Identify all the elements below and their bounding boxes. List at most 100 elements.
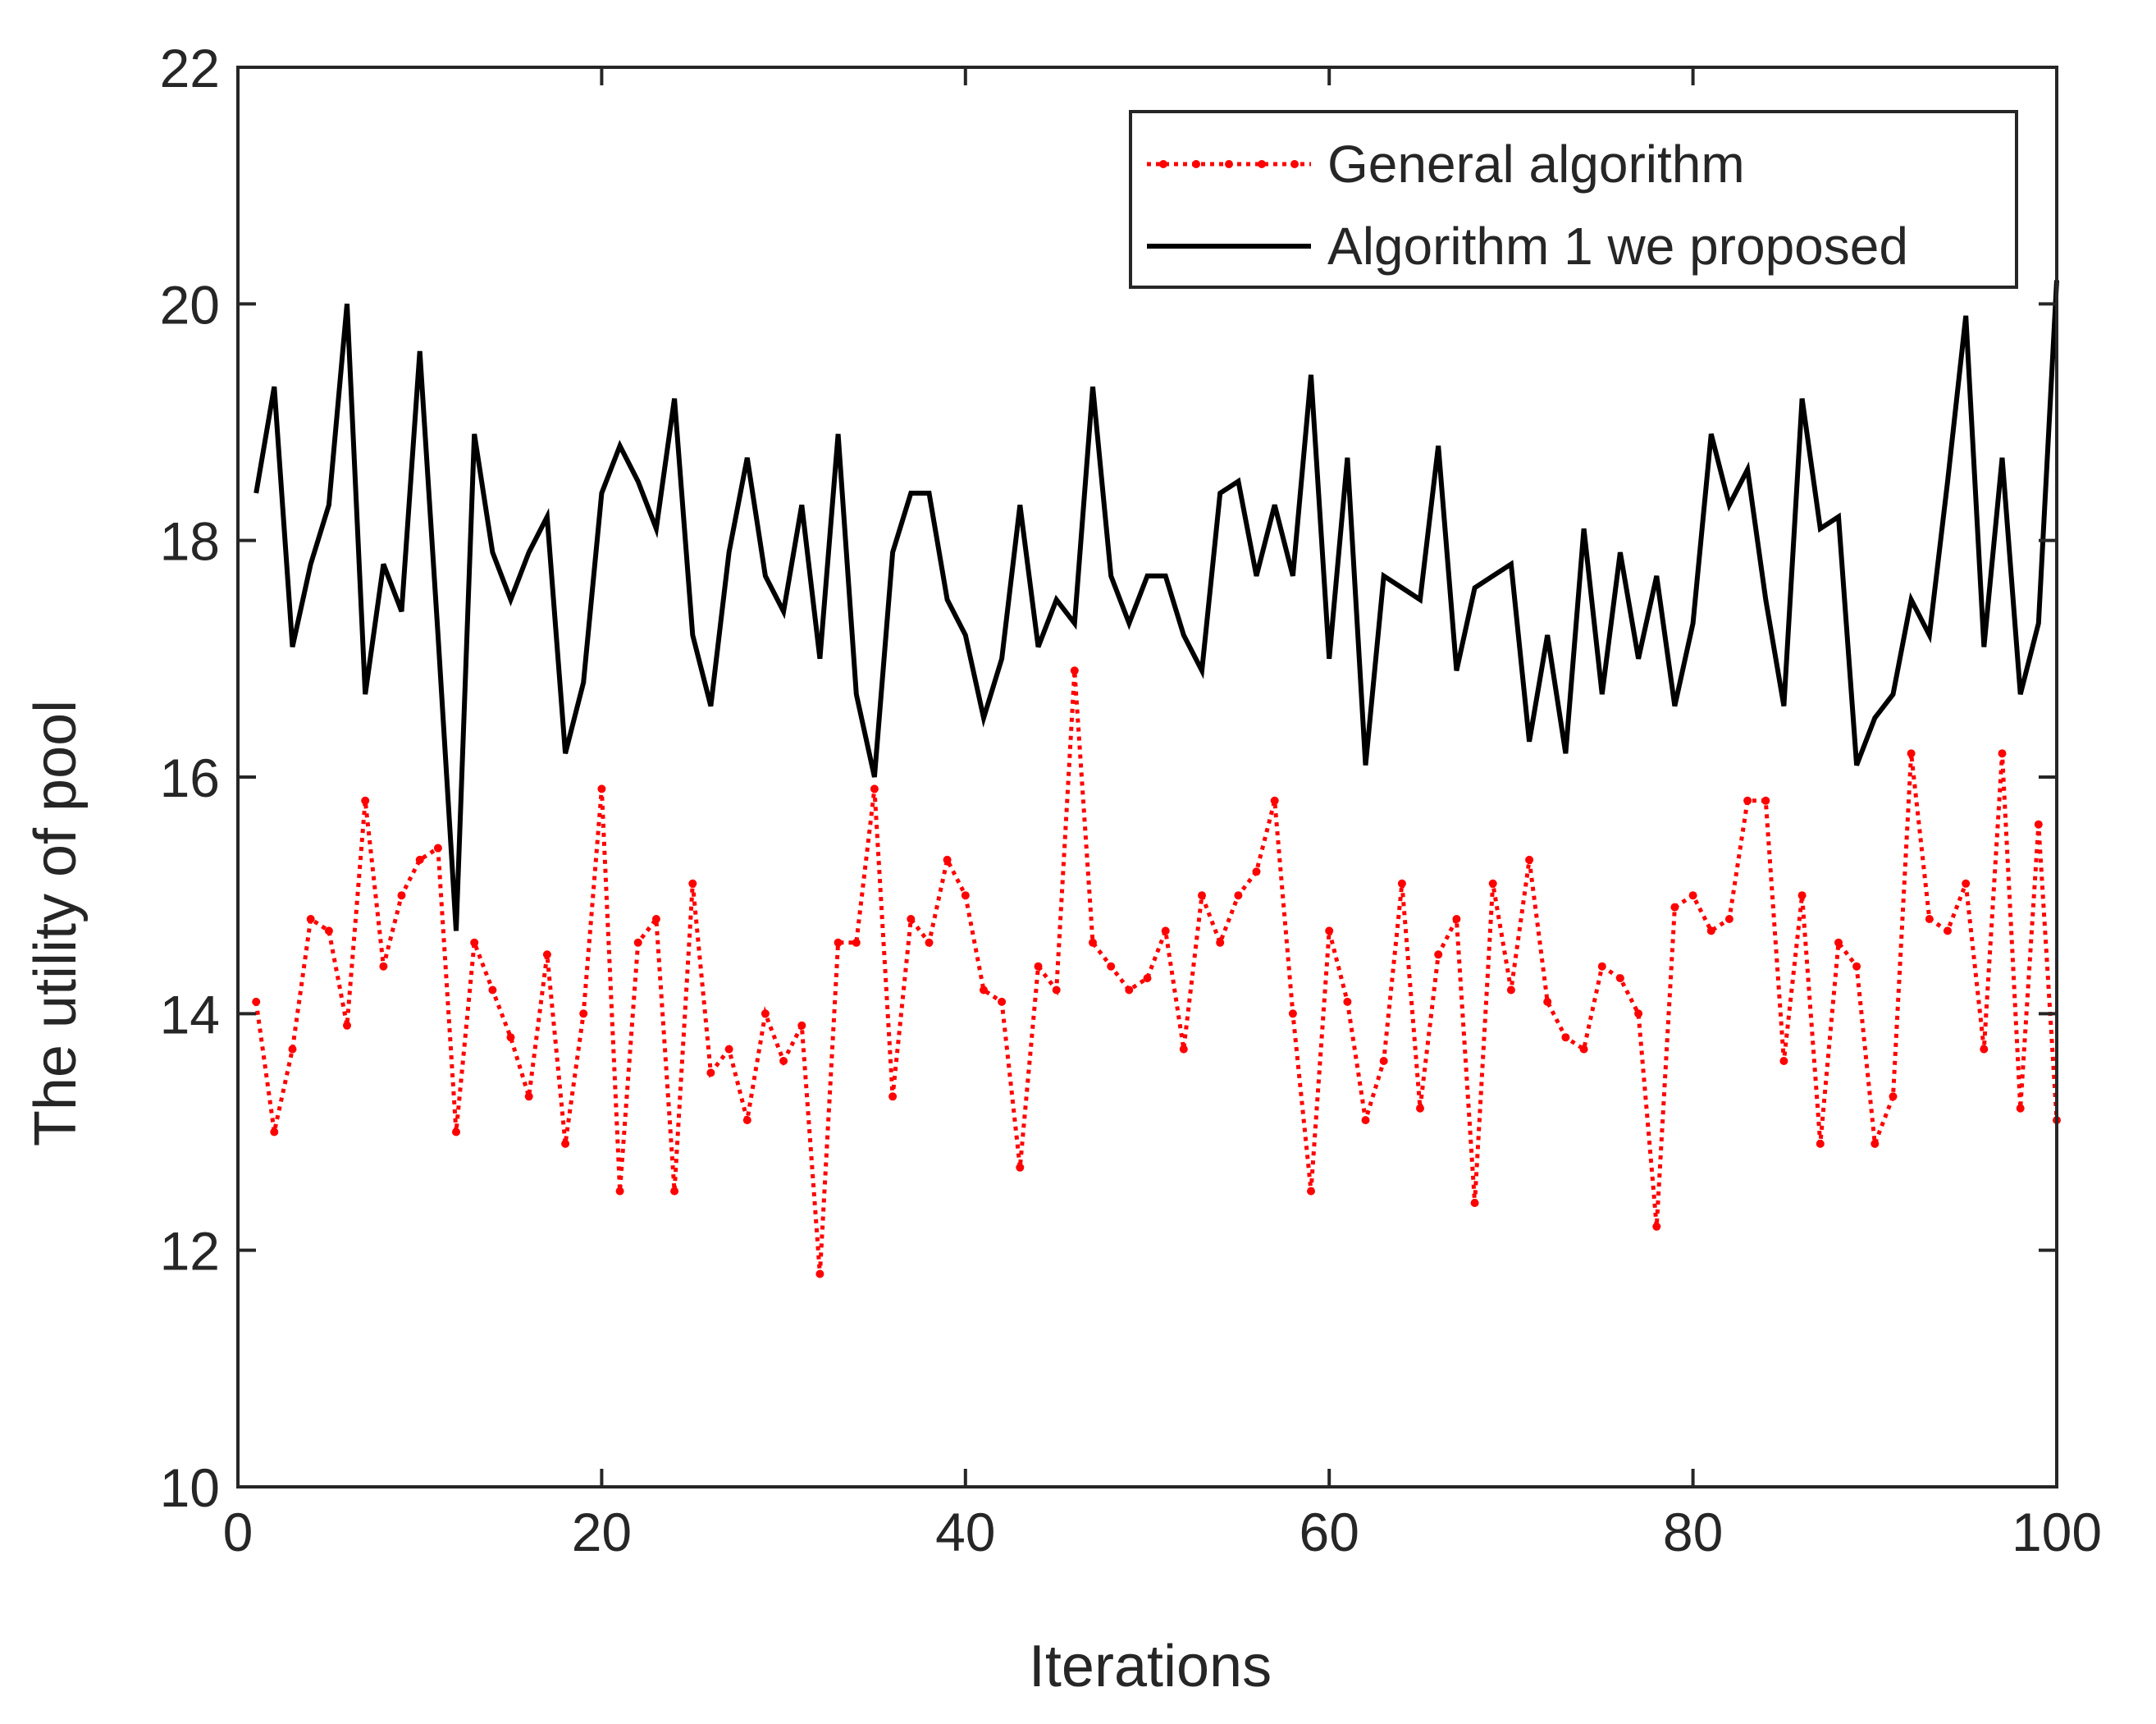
data-point [1416, 1104, 1424, 1113]
data-point [1288, 1009, 1297, 1018]
legend-box [1129, 110, 2018, 289]
data-point [1434, 950, 1443, 959]
data-point [1962, 879, 1971, 888]
data-point [2034, 820, 2043, 829]
data-point [1907, 749, 1916, 758]
data-point [1034, 962, 1043, 971]
y-axis-label: The utility of pool [23, 700, 89, 1146]
legend-marker [1290, 160, 1299, 168]
legend-label-1: General algorithm [1327, 135, 1745, 194]
y-tick-label: 20 [160, 274, 220, 335]
legend-marker [1225, 160, 1233, 168]
data-point [870, 784, 879, 793]
y-tick-label: 22 [160, 38, 220, 98]
data-point [433, 844, 442, 853]
data-point [724, 1045, 733, 1054]
legend-label-2: Algorithm 1 we proposed [1327, 217, 1908, 276]
data-point [1525, 855, 1534, 864]
data-point [815, 1269, 824, 1278]
data-point [1125, 985, 1134, 995]
series-1 [252, 666, 2061, 1278]
data-point [742, 1116, 751, 1125]
data-point [1779, 1057, 1788, 1065]
data-point [688, 879, 697, 888]
data-point [1488, 879, 1497, 888]
data-point [1634, 1009, 1643, 1018]
data-point [852, 938, 861, 947]
x-tick-label: 40 [935, 1502, 995, 1562]
data-point [1597, 962, 1606, 971]
data-point [633, 938, 642, 947]
data-point [452, 1127, 460, 1136]
data-point [524, 1092, 533, 1101]
series-2 [254, 280, 2059, 931]
data-point [1379, 1057, 1388, 1065]
data-point [270, 1127, 279, 1136]
data-point [670, 1187, 679, 1196]
data-point [1615, 974, 1624, 983]
data-point [779, 1057, 788, 1065]
data-point [651, 915, 660, 923]
data-point [361, 796, 370, 805]
data-point [925, 938, 934, 947]
data-point [998, 997, 1007, 1006]
data-point [761, 1009, 770, 1018]
axes-layer: 0 20 40 60 80 100 10 12 14 16 18 20 22 [160, 38, 2102, 1562]
data-point [597, 784, 606, 793]
data-point [1889, 1092, 1898, 1101]
data-point [1797, 891, 1807, 900]
data-point [1743, 796, 1752, 805]
y-tick-label: 18 [160, 511, 220, 572]
data-point [1543, 997, 1552, 1006]
x-tick-label: 0 [223, 1502, 254, 1562]
data-point [1670, 903, 1679, 912]
data-point [1852, 962, 1861, 971]
data-point [1816, 1139, 1825, 1148]
data-point [1724, 915, 1733, 923]
data-point [343, 1021, 351, 1030]
data-point [706, 1068, 715, 1077]
data-point [980, 985, 988, 995]
data-point [379, 962, 388, 971]
data-point [1834, 938, 1843, 947]
data-point [1252, 867, 1261, 876]
data-point [470, 938, 479, 947]
data-point [1361, 1116, 1370, 1125]
legend: General algorithm Algorithm 1 we proposed [1129, 110, 2018, 289]
data-point [1179, 1045, 1188, 1054]
data-point [579, 1009, 588, 1018]
data-point [888, 1092, 898, 1101]
y-tick-label: 10 [160, 1457, 220, 1518]
data-point [506, 1033, 515, 1042]
data-point [1998, 749, 2007, 758]
data-point [1016, 1163, 1025, 1172]
data-point [943, 855, 952, 864]
data-point [1107, 962, 1116, 971]
data-point [1452, 915, 1461, 923]
data-point [1579, 1045, 1588, 1054]
data-point [1052, 985, 1061, 995]
data-point [1234, 891, 1243, 900]
x-tick-label: 20 [572, 1502, 632, 1562]
legend-marker [1192, 160, 1200, 168]
data-point [1470, 1199, 1479, 1207]
data-point [1688, 891, 1697, 900]
series-line-2 [254, 280, 2059, 931]
data-point [1980, 1045, 1989, 1054]
series-layer [252, 280, 2061, 1278]
data-point [415, 855, 424, 864]
data-point [306, 915, 315, 923]
x-tick-label: 100 [2012, 1502, 2102, 1562]
data-point [488, 985, 497, 995]
data-point [288, 1045, 297, 1054]
data-point [834, 938, 843, 947]
data-point [1397, 879, 1406, 888]
x-tick-label: 60 [1299, 1502, 1359, 1562]
data-point [1761, 796, 1770, 805]
data-point [324, 926, 333, 935]
data-point [1307, 1187, 1315, 1196]
x-tick-label: 80 [1663, 1502, 1723, 1562]
legend-marker [1258, 160, 1266, 168]
